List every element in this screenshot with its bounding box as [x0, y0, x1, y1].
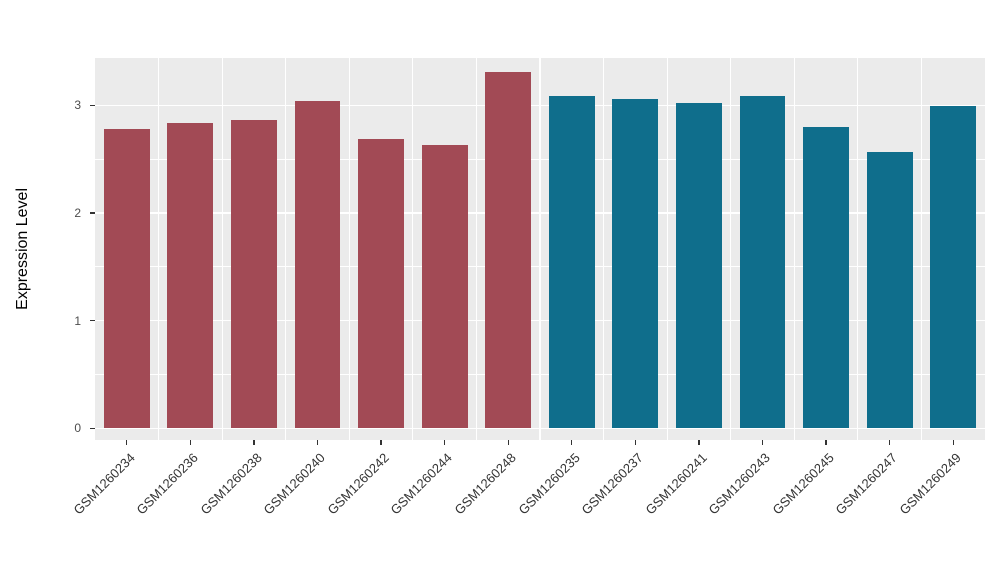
- x-gridline: [857, 58, 859, 440]
- bar-GSM1260242: [358, 138, 404, 429]
- x-tick-mark: [380, 440, 382, 445]
- x-tick-mark: [698, 440, 700, 445]
- x-tick-label: GSM1260243: [705, 450, 774, 518]
- bar-GSM1260248: [485, 71, 532, 429]
- y-tick-mark: [90, 104, 95, 106]
- x-tick-label: GSM1260248: [451, 450, 519, 518]
- y-tick-label: 2: [74, 205, 81, 220]
- plot-panel: [95, 58, 985, 440]
- x-tick-mark: [444, 440, 446, 445]
- bar-GSM1260249: [930, 106, 977, 429]
- y-tick-label: 3: [74, 98, 81, 113]
- bar-GSM1260243: [739, 95, 786, 429]
- x-gridline: [157, 58, 160, 440]
- x-gridline: [221, 58, 223, 440]
- x-tick-label: GSM1260245: [769, 450, 837, 518]
- x-tick-mark: [126, 440, 128, 445]
- x-tick-label: GSM1260249: [896, 450, 964, 518]
- x-gridline: [920, 58, 923, 440]
- x-tick-mark: [761, 440, 764, 445]
- y-axis: 0 1 2 3: [0, 58, 95, 440]
- x-tick-label: GSM1260247: [832, 450, 901, 518]
- x-gridline: [602, 58, 605, 440]
- x-tick-mark: [253, 440, 255, 445]
- x-tick-mark: [316, 440, 319, 445]
- x-tick-label: GSM1260235: [515, 450, 583, 518]
- bar-GSM1260244: [421, 145, 468, 429]
- bar-GSM1260240: [294, 101, 341, 429]
- x-tick-mark: [507, 440, 509, 445]
- x-gridline: [475, 58, 478, 440]
- x-tick-mark: [825, 440, 827, 445]
- x-tick-mark: [189, 440, 191, 445]
- bar-GSM1260235: [548, 95, 595, 429]
- x-tick-label: GSM1260241: [642, 450, 710, 518]
- x-tick-label: GSM1260242: [324, 450, 392, 518]
- bar-GSM1260234: [103, 129, 150, 429]
- x-gridline: [285, 58, 287, 440]
- bar-GSM1260245: [803, 126, 849, 429]
- y-tick-mark: [90, 427, 95, 429]
- x-tick-mark: [634, 440, 636, 445]
- x-tick-label: GSM1260238: [197, 450, 265, 518]
- x-gridline: [666, 58, 668, 440]
- bar-GSM1260237: [612, 98, 659, 429]
- x-tick-label: GSM1260244: [387, 450, 456, 518]
- x-tick-label: GSM1260237: [578, 450, 646, 518]
- bar-GSM1260241: [676, 103, 722, 429]
- x-axis: GSM1260234 GSM1260236 GSM1260238 GSM1260240…: [70, 440, 985, 580]
- x-tick-label: GSM1260236: [133, 450, 201, 518]
- bar-GSM1260238: [231, 120, 277, 429]
- x-gridline: [412, 58, 414, 440]
- x-tick-mark: [889, 440, 891, 445]
- x-gridline: [793, 58, 795, 440]
- y-tick-label: 0: [74, 421, 81, 436]
- y-tick-mark: [90, 212, 95, 214]
- x-tick-mark: [571, 440, 573, 445]
- x-gridline: [539, 58, 541, 440]
- bar-GSM1260236: [167, 122, 214, 429]
- x-tick-label: GSM1260234: [70, 450, 138, 518]
- bar-GSM1260247: [866, 151, 913, 429]
- x-gridline: [348, 58, 350, 440]
- y-tick-mark: [90, 319, 95, 322]
- y-tick-label: 1: [74, 313, 81, 328]
- x-tick-mark: [952, 440, 954, 445]
- x-gridline: [730, 58, 732, 440]
- x-tick-label: GSM1260240: [260, 450, 329, 518]
